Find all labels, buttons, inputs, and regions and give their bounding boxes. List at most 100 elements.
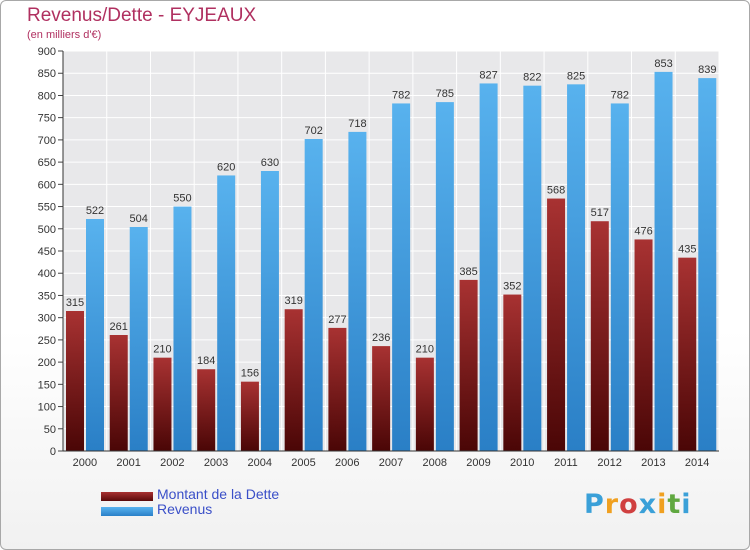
logo-letter: i <box>681 489 692 520</box>
bar-debt <box>372 346 391 451</box>
data-label-debt: 184 <box>197 355 215 367</box>
legend-label-debt: Montant de la Dette <box>157 486 280 502</box>
y-tick-label: 350 <box>38 290 56 302</box>
legend-swatch-debt <box>101 492 153 501</box>
y-tick-label: 450 <box>38 246 56 258</box>
data-label-debt: 156 <box>241 368 259 380</box>
bar-debt <box>109 335 128 451</box>
x-tick-label: 2005 <box>291 457 315 469</box>
data-label-debt: 236 <box>372 332 390 344</box>
data-label-revenue: 839 <box>698 64 716 76</box>
bar-debt <box>197 369 216 451</box>
x-tick-label: 2013 <box>641 457 665 469</box>
x-tick-label: 2011 <box>554 457 578 469</box>
y-tick-label: 150 <box>38 379 56 391</box>
y-tick-label: 50 <box>44 424 56 436</box>
y-tick-label: 300 <box>38 313 56 325</box>
bar-revenue <box>304 139 323 451</box>
y-tick-label: 600 <box>38 179 56 191</box>
data-label-revenue: 620 <box>217 161 235 173</box>
data-label-revenue: 782 <box>611 89 629 101</box>
data-label-debt: 261 <box>110 321 128 333</box>
data-label-revenue: 522 <box>86 205 104 217</box>
logo-letter: o <box>619 489 639 520</box>
y-tick-label: 250 <box>38 335 56 347</box>
data-label-revenue: 825 <box>567 70 585 82</box>
logo-letter: i <box>657 489 668 520</box>
data-label-debt: 315 <box>66 297 84 309</box>
y-tick-label: 550 <box>38 202 56 214</box>
y-tick-label: 200 <box>38 357 56 369</box>
data-label-revenue: 827 <box>479 69 497 81</box>
data-label-revenue: 822 <box>523 72 541 84</box>
chart-subtitle: (en milliers d'€) <box>27 29 102 41</box>
data-label-debt: 568 <box>547 185 565 197</box>
data-label-debt: 319 <box>284 295 302 307</box>
logo-letter: P <box>584 489 605 520</box>
x-tick-label: 2000 <box>73 457 97 469</box>
bar-revenue <box>523 85 542 452</box>
data-label-revenue: 504 <box>130 213 148 225</box>
data-label-revenue: 718 <box>348 118 366 130</box>
data-label-revenue: 785 <box>436 88 454 100</box>
data-label-revenue: 550 <box>173 193 191 205</box>
bar-debt <box>547 198 566 451</box>
data-label-debt: 517 <box>591 207 609 219</box>
bar-revenue <box>86 219 104 451</box>
y-tick-label: 500 <box>38 224 56 236</box>
x-tick-label: 2002 <box>160 457 184 469</box>
bar-revenue <box>260 171 279 451</box>
bar-debt <box>678 257 697 451</box>
legend-swatch-revenue <box>101 507 153 516</box>
y-tick-label: 900 <box>38 46 56 58</box>
bar-revenue <box>435 102 454 451</box>
bar-debt <box>284 309 303 451</box>
bar-debt <box>634 239 653 451</box>
y-tick-label: 750 <box>38 113 56 125</box>
bar-revenue <box>479 83 498 451</box>
bar-debt <box>459 279 478 451</box>
x-tick-label: 2007 <box>379 457 403 469</box>
logo-letter: x <box>638 489 658 520</box>
x-tick-label: 2014 <box>685 457 709 469</box>
x-tick-label: 2003 <box>204 457 228 469</box>
bar-revenue <box>129 227 148 451</box>
data-label-revenue: 782 <box>392 89 410 101</box>
logo-letter: r <box>604 489 620 520</box>
data-label-debt: 476 <box>634 225 652 237</box>
chart-title: Revenus/Dette - EYJEAUX <box>27 5 257 26</box>
data-label-revenue: 702 <box>304 125 322 137</box>
x-tick-label: 2008 <box>422 457 446 469</box>
bar-debt <box>328 327 347 451</box>
bar-debt <box>66 311 84 451</box>
y-tick-label: 800 <box>38 90 56 102</box>
bar-revenue <box>654 71 673 451</box>
bar-revenue <box>392 103 411 451</box>
bar-revenue <box>567 84 586 451</box>
x-tick-label: 2010 <box>510 457 534 469</box>
data-label-debt: 352 <box>503 281 521 293</box>
y-tick-label: 0 <box>50 446 56 458</box>
data-label-debt: 210 <box>416 344 434 356</box>
x-tick-label: 2004 <box>248 457 272 469</box>
bar-revenue <box>698 78 717 451</box>
y-tick-label: 100 <box>38 402 56 414</box>
bar-revenue <box>217 175 236 451</box>
legend-label-revenue: Revenus <box>157 501 213 517</box>
bar-debt <box>503 294 522 451</box>
bar-debt <box>415 357 434 451</box>
proxiti-logo: Proxiti <box>584 489 692 520</box>
data-label-debt: 435 <box>678 244 696 256</box>
data-label-revenue: 853 <box>654 58 672 70</box>
bar-revenue <box>610 103 629 451</box>
bar-debt <box>240 381 259 451</box>
data-label-debt: 277 <box>328 314 346 326</box>
x-tick-label: 2009 <box>466 457 490 469</box>
bar-debt <box>590 221 609 451</box>
data-label-debt: 210 <box>153 344 171 356</box>
y-tick-label: 850 <box>38 68 56 80</box>
data-label-debt: 385 <box>459 266 477 278</box>
x-tick-label: 2001 <box>116 457 140 469</box>
logo-letter: t <box>667 489 682 520</box>
